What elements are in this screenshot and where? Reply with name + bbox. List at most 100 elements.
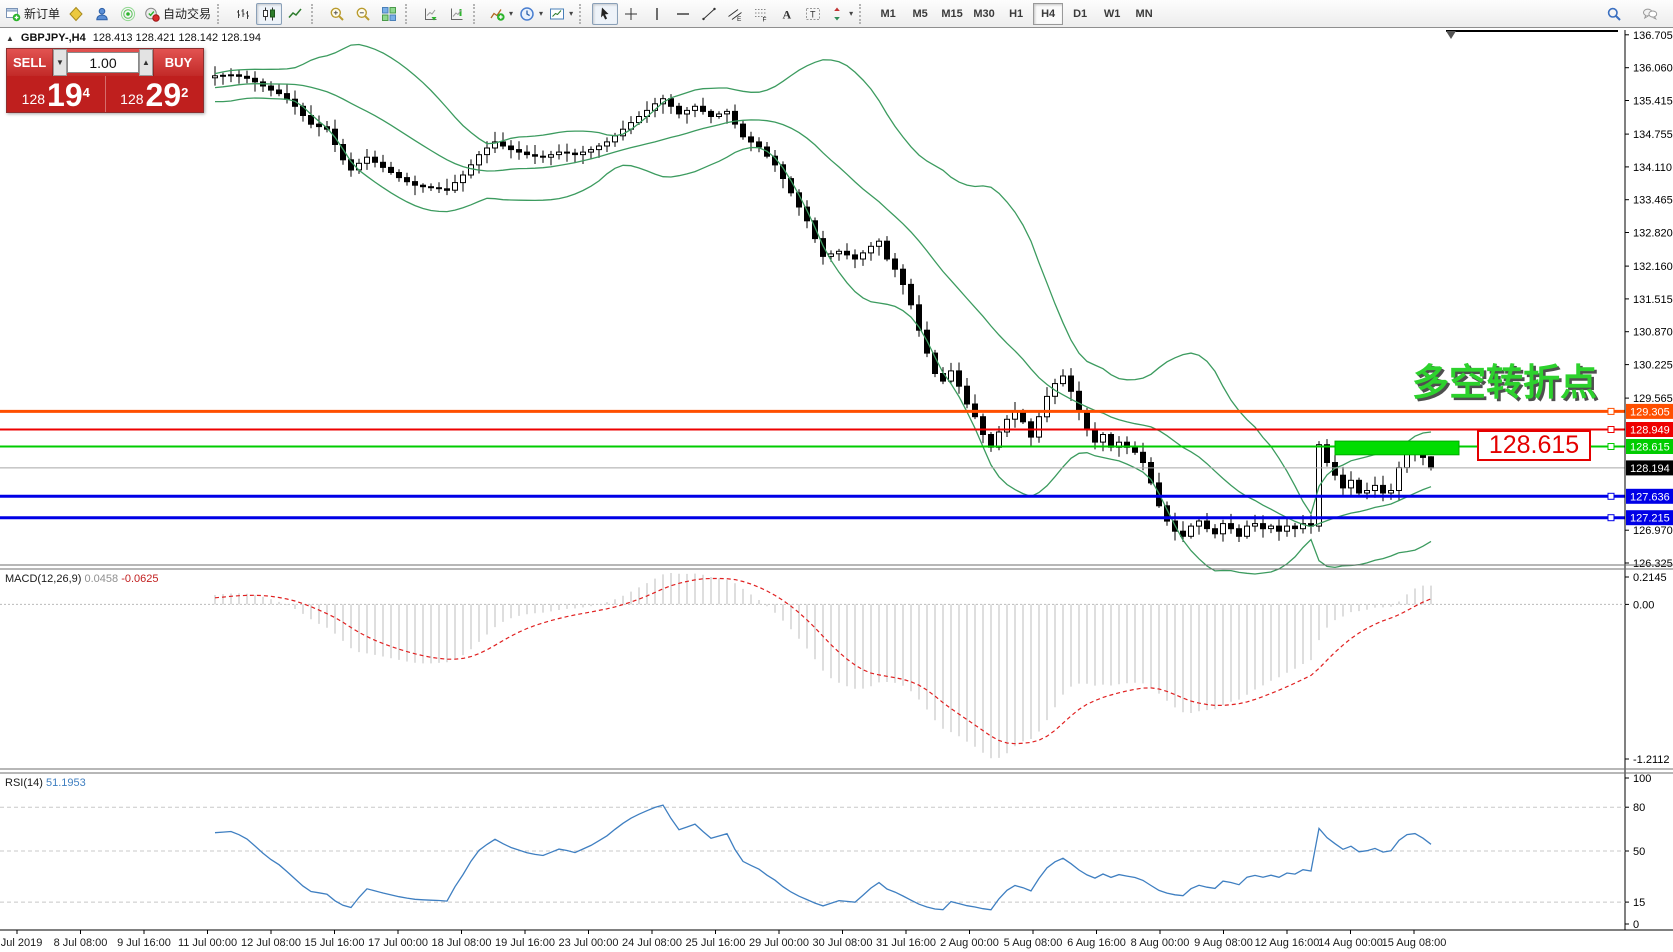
text-button[interactable]: A xyxy=(774,3,800,25)
zoom-out-button[interactable] xyxy=(350,3,376,25)
chart-candles-button[interactable] xyxy=(256,2,283,25)
autotrading-icon xyxy=(145,7,160,22)
macd-tick-label: 0.2145 xyxy=(1633,572,1667,584)
fibonacci-icon: F xyxy=(755,8,767,22)
rsi-line xyxy=(214,804,1432,911)
timeframe-mn-button[interactable]: MN xyxy=(1135,7,1153,20)
timeframe-h4-button[interactable]: H4 xyxy=(1033,2,1064,25)
timeframe-h1-button[interactable]: H1 xyxy=(1009,7,1024,20)
crosshair-icon xyxy=(625,7,638,20)
svg-text:F: F xyxy=(763,16,767,22)
main-chart-plot[interactable]: 136.705 136.060 135.415 134.755 134.110 133.4… xyxy=(0,28,1673,952)
auto-scroll-button[interactable] xyxy=(418,3,444,25)
time-tick-label: 5 Aug 08:00 xyxy=(1004,937,1063,949)
navigator-button[interactable] xyxy=(89,3,115,25)
time-axis[interactable] xyxy=(0,930,1673,952)
price-tick-label: 126.970 xyxy=(1633,525,1673,537)
level-anchor-129.305[interactable] xyxy=(1607,407,1615,415)
price-level-chip xyxy=(1626,403,1673,419)
dropdown-arrow-icon[interactable]: ▾ xyxy=(569,9,574,18)
search-button[interactable] xyxy=(1601,3,1627,25)
level-anchor-128.615[interactable] xyxy=(1607,443,1615,450)
time-tick-label: 5 Jul 2019 xyxy=(0,937,42,949)
one-click-trade-panel: SELL ▼ 1.00 ▲ BUY 128 19 4 128 29 2 xyxy=(6,48,204,113)
new-order-button[interactable]: 新订单 xyxy=(2,3,63,25)
toolbar-grip xyxy=(311,3,319,24)
periods-clock-button[interactable]: ▾ xyxy=(516,3,546,25)
level-anchor-128.949[interactable] xyxy=(1607,426,1615,433)
navigator-icon xyxy=(96,7,108,20)
level-anchor-127.636[interactable] xyxy=(1607,492,1615,500)
signals-icon xyxy=(120,6,136,21)
signals-button[interactable] xyxy=(115,3,141,25)
buy-price[interactable]: 128 29 2 xyxy=(120,77,189,113)
symbol-name: GBPJPY-,H4 xyxy=(20,32,86,44)
chart-symbol-title: ▲ GBPJPY-,H4 128.413 128.421 128.142 128… xyxy=(6,32,261,44)
dropdown-arrow-icon[interactable]: ▾ xyxy=(539,9,544,18)
timeframe-d1-button[interactable]: D1 xyxy=(1073,7,1088,20)
volume-increase-button[interactable]: ▲ xyxy=(139,49,153,76)
price-tick-label: 132.160 xyxy=(1633,261,1673,273)
chart-shift-button[interactable] xyxy=(444,3,470,25)
horizontal-line-button[interactable] xyxy=(670,3,696,25)
search-icon xyxy=(1607,7,1621,21)
volume-decrease-button[interactable]: ▼ xyxy=(53,49,67,76)
cursor-icon xyxy=(601,7,609,19)
price-axis[interactable] xyxy=(1625,30,1673,930)
autotrading-button[interactable]: 自动交易 xyxy=(141,3,214,25)
timeframe-m30-button[interactable]: M30 xyxy=(973,7,995,20)
fibonacci-button[interactable]: F xyxy=(748,3,774,25)
arrows-icon xyxy=(834,7,840,20)
equidistant-channel-button[interactable]: E xyxy=(722,3,748,25)
timeframe-m15-button[interactable]: M15 xyxy=(941,7,963,20)
time-tick-label: 19 Jul 16:00 xyxy=(495,937,555,949)
arrows-button[interactable]: ▾ xyxy=(826,3,856,25)
trend-line-button[interactable] xyxy=(696,3,722,25)
indicators-add-icon xyxy=(490,8,505,21)
text-icon: A xyxy=(783,7,792,21)
price-tick-label: 135.415 xyxy=(1633,96,1673,108)
price-level-chip-label: 127.215 xyxy=(1630,513,1670,525)
toolbar: 新订单 自动交易 ▾ ▾ ▾ E F A T ▾ M1 M5 M15 M30 H1 H4 D1 W1 MN xyxy=(0,0,1673,28)
price-tick-label: 136.060 xyxy=(1633,63,1673,75)
price-tick-label: 131.515 xyxy=(1633,294,1673,306)
buy-button[interactable]: BUY xyxy=(153,49,203,76)
rsi-tick-label: 0 xyxy=(1633,919,1639,931)
volume-input[interactable]: 1.00 xyxy=(67,52,139,73)
time-tick-label: 8 Jul 08:00 xyxy=(54,937,108,949)
timeframe-w1-button[interactable]: W1 xyxy=(1103,7,1121,20)
chat-button[interactable] xyxy=(1637,3,1663,25)
sell-button[interactable]: SELL xyxy=(7,49,53,76)
zoom-in-button[interactable] xyxy=(324,3,350,25)
chart-shift-icon xyxy=(451,8,463,20)
chart-shift-marker-icon[interactable] xyxy=(1446,31,1456,39)
chart-line-button[interactable] xyxy=(282,3,308,25)
time-tick-label: 14 Aug 00:00 xyxy=(1318,937,1383,949)
crosshair-button[interactable] xyxy=(618,3,644,25)
dropdown-arrow-icon[interactable]: ▾ xyxy=(509,9,514,18)
time-tick-label: 29 Jul 00:00 xyxy=(749,937,809,949)
dropdown-arrow-icon[interactable]: ▾ xyxy=(849,9,854,18)
templates-button[interactable]: ▾ xyxy=(546,3,576,25)
timeframe-m5-button[interactable]: M5 xyxy=(912,7,928,20)
cursor-button[interactable] xyxy=(592,2,619,25)
price-level-chip-label: 128.615 xyxy=(1630,442,1670,454)
indicators-add-button[interactable]: ▾ xyxy=(486,3,516,25)
highlight-rectangle[interactable] xyxy=(1334,440,1460,456)
level-anchor-127.215[interactable] xyxy=(1607,514,1615,522)
collapse-triangle-icon[interactable]: ▲ xyxy=(6,33,14,43)
price-level-annotation[interactable]: 128.615 xyxy=(1477,430,1591,461)
macd-indicator-label: MACD(12,26,9) 0.0458 -0.0625 xyxy=(5,573,159,585)
vertical-line-button[interactable] xyxy=(644,3,670,25)
market-watch-button[interactable] xyxy=(63,3,89,25)
tile-windows-button[interactable] xyxy=(376,3,402,25)
macd-tick-label: 0.00 xyxy=(1633,599,1654,611)
time-tick-label: 18 Jul 08:00 xyxy=(432,937,492,949)
chart-bars-button[interactable] xyxy=(230,3,256,25)
turning-point-annotation[interactable]: 多空转折点 xyxy=(1412,360,1597,404)
timeframe-m1-button[interactable]: M1 xyxy=(880,7,896,20)
time-tick-label: 9 Jul 16:00 xyxy=(117,937,171,949)
sell-price[interactable]: 128 19 4 xyxy=(7,76,106,112)
text-label-button[interactable]: T xyxy=(800,3,826,25)
